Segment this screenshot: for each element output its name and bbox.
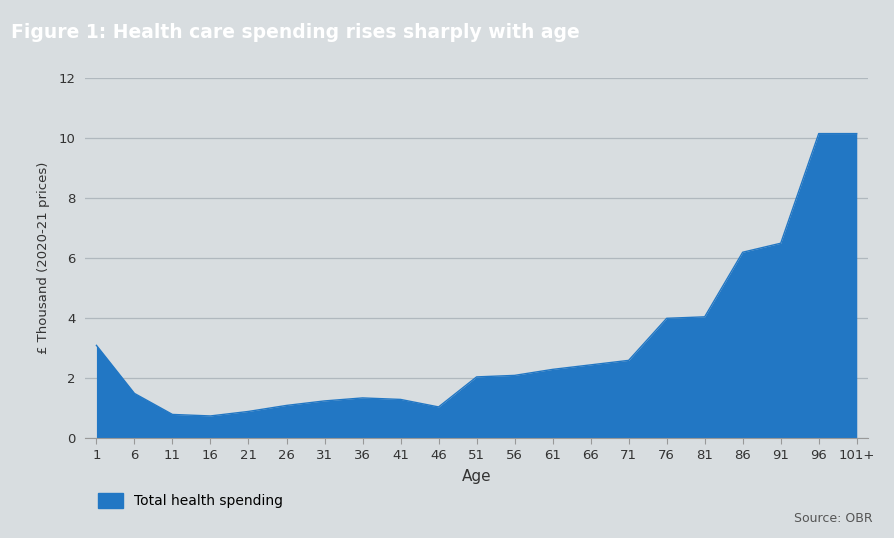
X-axis label: Age: Age <box>461 469 491 484</box>
Text: Figure 1: Health care spending rises sharply with age: Figure 1: Health care spending rises sha… <box>11 23 578 41</box>
Text: Source: OBR: Source: OBR <box>793 512 872 525</box>
Y-axis label: £ Thousand (2020-21 prices): £ Thousand (2020-21 prices) <box>37 162 50 355</box>
Legend: Total health spending: Total health spending <box>92 487 288 513</box>
